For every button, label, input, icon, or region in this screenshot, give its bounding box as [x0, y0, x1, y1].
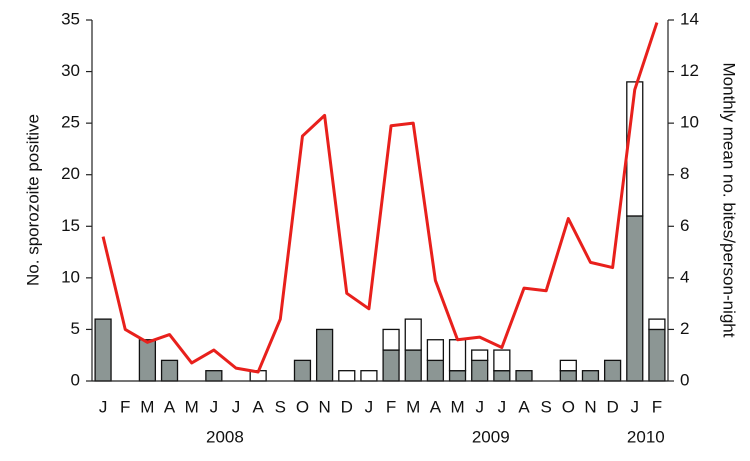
- y-tick-label: 5: [71, 319, 80, 338]
- bar: [404, 349, 422, 382]
- x-tick-label: J: [498, 397, 507, 416]
- line: [101, 22, 659, 374]
- bar: [94, 318, 112, 382]
- bar: [448, 370, 467, 382]
- bar: [160, 359, 179, 382]
- y-tick-label: 20: [61, 164, 80, 183]
- bar: [493, 370, 511, 382]
- x-tick-label: J: [631, 397, 640, 416]
- x-tick-label: O: [562, 397, 575, 416]
- bar: [338, 370, 356, 382]
- x-tick-label: F: [120, 397, 130, 416]
- x-tick-label: A: [430, 397, 442, 416]
- y2-tick-label: 6: [680, 216, 689, 235]
- x-tick-label: A: [252, 397, 264, 416]
- bar: [648, 318, 666, 331]
- x-tick-label: D: [606, 397, 618, 416]
- x-tick-label: D: [341, 397, 353, 416]
- x-tick-label: A: [164, 397, 176, 416]
- x-tick-label: N: [584, 397, 596, 416]
- x-tick-label: J: [232, 397, 241, 416]
- x-tick-label: M: [406, 397, 420, 416]
- bar: [404, 318, 422, 351]
- bar: [515, 370, 533, 382]
- bar: [471, 349, 489, 362]
- y2-axis-label: Monthly mean no. bites/person-night: [720, 63, 739, 338]
- bar: [293, 359, 312, 382]
- bar: [138, 339, 157, 382]
- y2-tick-label: 2: [680, 319, 689, 338]
- bar: [382, 328, 400, 351]
- y2-tick-label: 10: [680, 113, 699, 132]
- x-tick-label: J: [475, 397, 484, 416]
- x-tick-label: J: [99, 397, 108, 416]
- x-tick-label: J: [210, 397, 219, 416]
- x-tick-label: N: [318, 397, 330, 416]
- bar: [315, 328, 334, 382]
- x-tick-label: O: [296, 397, 309, 416]
- bar: [626, 81, 644, 217]
- y-axis-label: No. sporozoite positive: [23, 114, 42, 286]
- y2-tick-label: 12: [680, 61, 699, 80]
- x-group-label: 2010: [627, 427, 665, 446]
- bar: [559, 370, 577, 382]
- bar: [581, 370, 600, 382]
- x-tick-label: F: [652, 397, 662, 416]
- bar: [448, 339, 467, 372]
- x-tick-label: J: [365, 397, 374, 416]
- bar: [603, 359, 622, 382]
- x-tick-label: S: [275, 397, 286, 416]
- bar: [648, 328, 666, 382]
- y-tick-label: 0: [71, 370, 80, 389]
- x-tick-label: S: [540, 397, 551, 416]
- bar: [426, 359, 445, 382]
- bar: [626, 215, 644, 382]
- bar: [382, 349, 400, 382]
- x-tick-label: M: [450, 397, 464, 416]
- bar: [493, 349, 511, 372]
- bar: [471, 359, 489, 382]
- bar: [426, 339, 445, 362]
- y2-tick-label: 4: [680, 267, 689, 286]
- y2-tick-label: 0: [680, 370, 689, 389]
- y-tick-label: 15: [61, 216, 80, 235]
- x-tick-label: M: [140, 397, 154, 416]
- y2-tick-label: 8: [680, 164, 689, 183]
- y-tick-label: 25: [61, 113, 80, 132]
- x-tick-label: F: [386, 397, 396, 416]
- x-tick-label: A: [518, 397, 530, 416]
- x-group-label: 2009: [472, 427, 510, 446]
- y-tick-label: 10: [61, 267, 80, 286]
- x-group-label: 2008: [206, 427, 244, 446]
- y-tick-label: 30: [61, 61, 80, 80]
- y2-tick-label: 14: [680, 9, 699, 28]
- x-tick-label: M: [185, 397, 199, 416]
- bar: [205, 370, 223, 382]
- y-tick-label: 35: [61, 9, 80, 28]
- bar: [360, 370, 378, 382]
- bar: [559, 359, 577, 372]
